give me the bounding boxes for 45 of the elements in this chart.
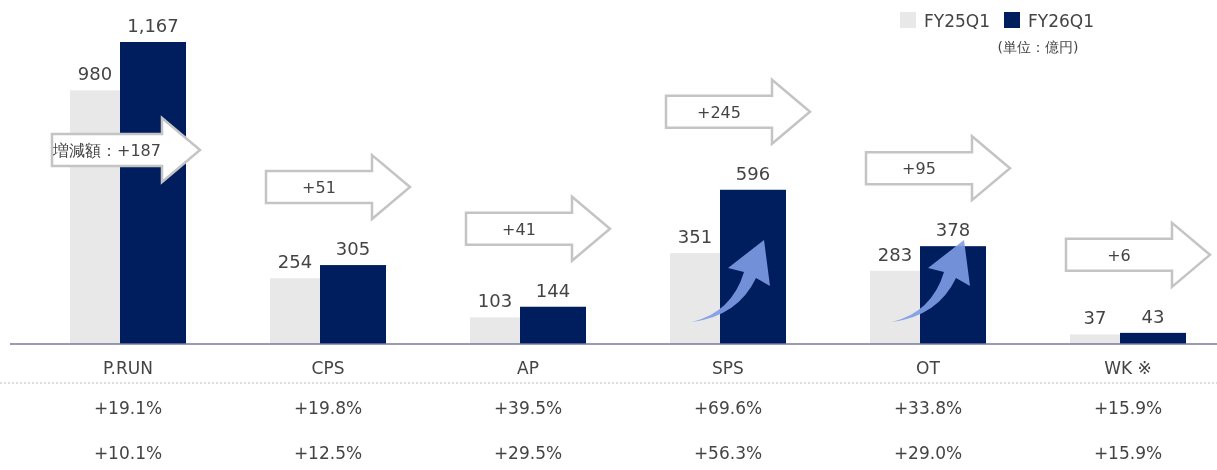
bar [1120, 332, 1186, 344]
text: +29.5% [493, 443, 563, 463]
data-label: 305 [335, 238, 371, 260]
data-label: 1,167 [127, 15, 179, 36]
data-label: 596 [735, 162, 771, 184]
text: +39.5% [493, 398, 563, 418]
bar [1070, 334, 1120, 344]
annotation: +51 [302, 178, 336, 198]
data-label: 980 [77, 63, 113, 85]
x-tick-label: SPS [712, 358, 744, 378]
data-label: 378 [935, 219, 971, 241]
data-label: 37 [1083, 307, 1107, 329]
legend-label: FY25Q1 [924, 11, 990, 31]
text: +15.9% [1093, 443, 1163, 463]
annotation: (単位：億円) [997, 39, 1079, 55]
data-label: 254 [277, 251, 313, 273]
x-tick-label: P.RUN [103, 358, 153, 378]
text: +12.5% [293, 443, 363, 463]
text: +56.3% [693, 443, 763, 463]
data-label: 351 [677, 226, 713, 248]
x-tick-label: AP [517, 358, 539, 378]
text: +33.8% [893, 398, 963, 418]
bar [270, 278, 320, 344]
annotation: +6 [1107, 245, 1131, 265]
data-label: 144 [535, 279, 571, 301]
annotation: +41 [502, 219, 536, 239]
text: +29.0% [893, 443, 963, 463]
annotation: +245 [697, 102, 741, 122]
data-label: 283 [877, 243, 913, 265]
data-label: 103 [477, 290, 513, 312]
text: +19.8% [293, 398, 363, 418]
text: +69.6% [693, 398, 763, 418]
x-tick-label: CPS [311, 358, 345, 378]
annotation: 増減額：+187 [52, 141, 161, 160]
text: +10.1% [93, 443, 163, 463]
text: +19.1% [93, 398, 163, 418]
x-tick-label: WK ※ [1104, 358, 1152, 378]
x-tick-label: OT [916, 358, 941, 378]
bar [520, 306, 586, 344]
legend-label: FY26Q1 [1028, 11, 1094, 31]
text: +15.9% [1093, 398, 1163, 418]
bar [470, 317, 520, 344]
annotation: +95 [902, 159, 936, 179]
data-label: 43 [1141, 305, 1165, 327]
bar [320, 265, 386, 344]
